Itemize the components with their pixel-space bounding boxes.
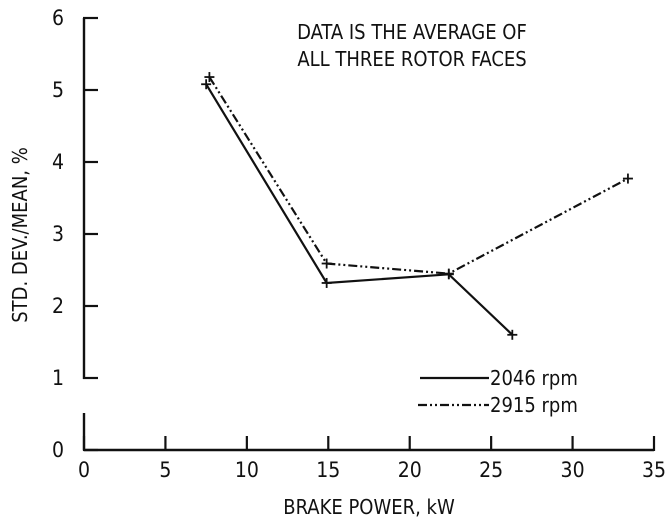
x-tick-label: 10	[235, 458, 259, 482]
legend: 2046 rpm 2915 rpm	[418, 366, 578, 417]
y-tick-label: 1	[52, 366, 64, 390]
x-tick-label: 20	[398, 458, 422, 482]
data-point	[321, 277, 332, 288]
x-tick-label: 0	[78, 458, 90, 482]
legend-label-2046: 2046 rpm	[490, 366, 578, 390]
data-point	[204, 72, 215, 83]
y-tick-label: 0	[52, 438, 64, 462]
annotation-line-2: ALL THREE ROTOR FACES	[297, 47, 526, 71]
series-line-2046-rpm	[205, 83, 514, 336]
y-tick-label: 6	[52, 6, 64, 30]
data-point	[321, 258, 332, 269]
legend-label-2915: 2915 rpm	[490, 393, 578, 417]
data-point	[507, 329, 518, 340]
x-tick-label: 5	[159, 458, 171, 482]
y-tick-label: 5	[52, 78, 64, 102]
y-tick-label: 3	[52, 222, 64, 246]
annotation-line-1: DATA IS THE AVERAGE OF	[297, 20, 527, 44]
series-layer	[201, 72, 633, 340]
series-line-2915-rpm	[208, 76, 629, 275]
y-ticks: 0 1 2 3 4 5 6	[52, 6, 98, 462]
data-point	[622, 173, 633, 184]
x-tick-label: 25	[479, 458, 503, 482]
data-point	[201, 79, 212, 90]
x-tick-label: 35	[642, 458, 666, 482]
y-axis-title: STD. DEV./MEAN, %	[8, 147, 32, 323]
data-point	[443, 268, 454, 279]
x-tick-label: 15	[316, 458, 340, 482]
x-tick-label: 30	[561, 458, 585, 482]
x-axis-title: BRAKE POWER, kW	[283, 495, 455, 519]
y-tick-label: 4	[52, 150, 64, 174]
y-tick-label: 2	[52, 294, 64, 318]
x-ticks: 0 5 10 15 20 25 30 35	[78, 436, 666, 482]
